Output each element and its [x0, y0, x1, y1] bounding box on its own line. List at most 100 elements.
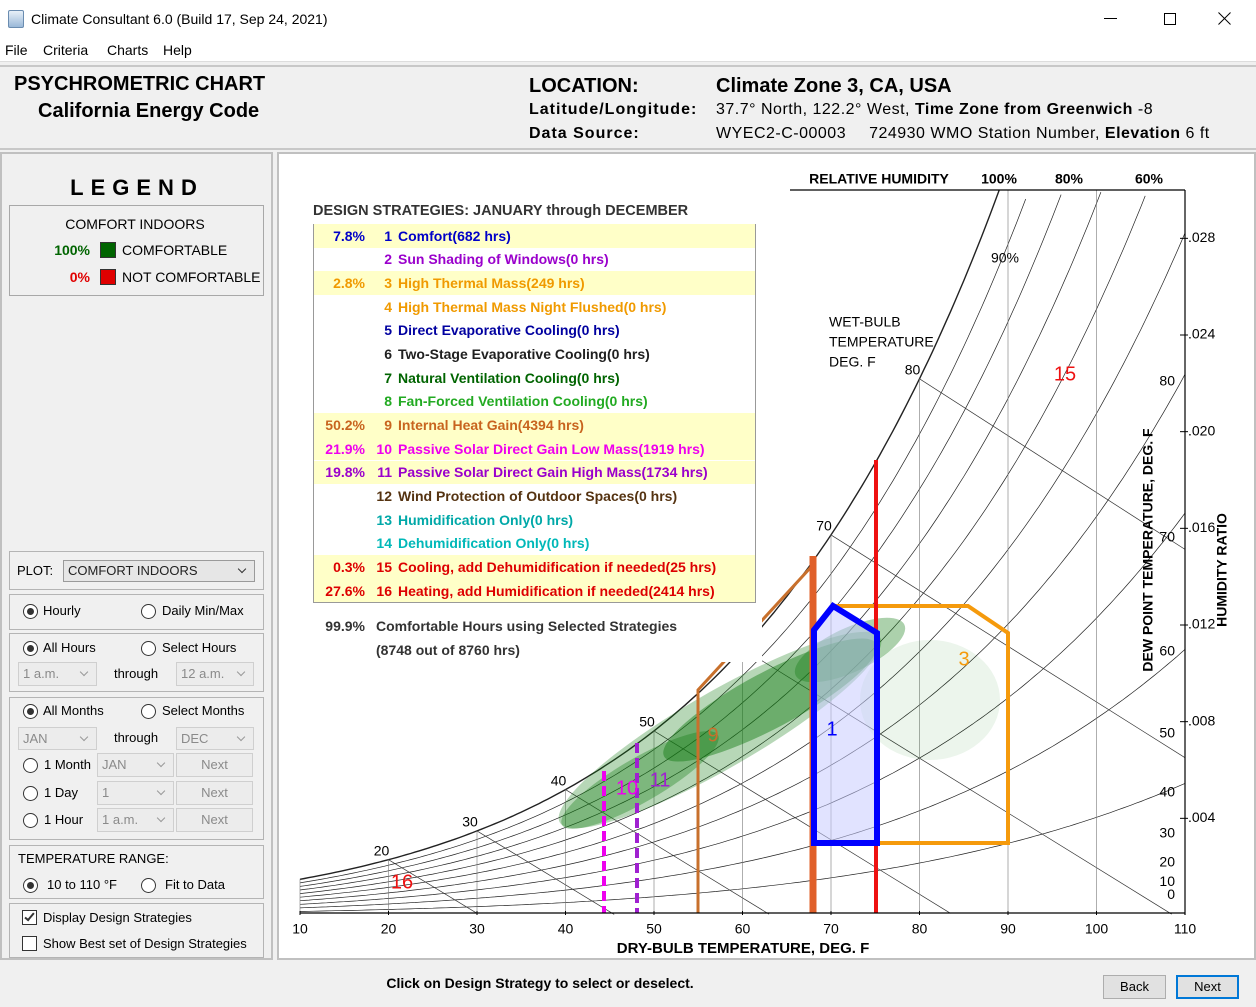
timezone-value: -8 [1137, 101, 1154, 118]
strategy-label[interactable]: Dehumidification Only(0 hrs) [398, 535, 590, 552]
strategy-row[interactable] [314, 224, 755, 248]
maximize-button[interactable] [1164, 13, 1176, 25]
radio-dot [27, 645, 34, 652]
dropdown[interactable] [97, 781, 174, 805]
radio-label[interactable]: Select Hours [162, 640, 237, 655]
radio-button[interactable] [141, 604, 156, 619]
latlon-label: Latitude/Longitude: [529, 101, 698, 118]
strategy-label[interactable]: Passive Solar Direct Gain High Mass(1734… [398, 464, 708, 481]
summary-hours: (8748 out of 8760 hrs) [376, 642, 520, 658]
menu-item[interactable]: Charts [107, 42, 149, 58]
strategy-row[interactable] [314, 578, 755, 603]
strategy-row[interactable] [314, 271, 755, 295]
latlon-value: 37.7° North, 122.2° West, Time Zone from… [716, 101, 1153, 119]
menu-item[interactable]: Help [163, 42, 192, 58]
strategy-row[interactable] [314, 460, 755, 485]
strategy-label[interactable]: Comfort(682 hrs) [398, 227, 511, 244]
strategy-number: 9 [384, 417, 392, 433]
elevation-value: 6 ft [1185, 125, 1210, 142]
strategy-label[interactable]: Two-Stage Evaporative Cooling(0 hrs) [398, 346, 650, 363]
dropdown[interactable] [97, 808, 174, 832]
zone-label: 1 [826, 718, 837, 740]
dew-point-label: 70 [1159, 529, 1175, 545]
radio-label[interactable]: 1 Hour [44, 812, 84, 827]
button[interactable] [176, 808, 253, 832]
strategy-row[interactable] [314, 436, 755, 461]
footer-hint: Click on Design Strategy to select or de… [386, 975, 694, 991]
strategy-number: 15 [376, 558, 392, 575]
strategy-number: 3 [384, 275, 392, 292]
strategy-label[interactable]: High Thermal Mass Night Flushed(0 hrs) [398, 298, 667, 315]
dropdown[interactable] [176, 662, 254, 686]
radio-label[interactable]: Fit to Data [165, 877, 225, 892]
checkbox[interactable] [22, 910, 37, 925]
radio-button[interactable] [23, 786, 38, 801]
button-label[interactable]: Next [201, 757, 228, 772]
legend-title: LEGEND [70, 175, 204, 200]
dropdown[interactable] [97, 753, 174, 777]
x-tick-label: 80 [912, 921, 928, 937]
button[interactable] [176, 781, 253, 805]
strategy-label[interactable]: High Thermal Mass(249 hrs) [398, 275, 585, 292]
button-label[interactable]: Next [201, 785, 228, 800]
strategy-label[interactable]: Passive Solar Direct Gain Low Mass(1919 … [398, 440, 705, 457]
y-tick-label: .008 [1188, 712, 1215, 728]
y-tick-label: .004 [1188, 809, 1215, 825]
strategy-label[interactable]: Wind Protection of Outdoor Spaces(0 hrs) [398, 487, 678, 504]
strategy-label[interactable]: Humidification Only(0 hrs) [398, 511, 574, 528]
radio-button[interactable] [23, 758, 38, 773]
legend-heading: COMFORT INDOORS [65, 216, 205, 232]
strategy-label[interactable]: Direct Evaporative Cooling(0 hrs) [398, 322, 620, 339]
dropdown[interactable] [18, 662, 97, 686]
button-label[interactable]: Next [1194, 979, 1221, 994]
strategy-percent: 27.6% [325, 582, 365, 599]
strategy-number: 12 [376, 487, 392, 504]
dropdown[interactable] [176, 727, 254, 750]
dropdown-value[interactable]: JAN [23, 730, 48, 746]
checkbox[interactable] [22, 936, 37, 951]
radio-button[interactable] [23, 813, 38, 828]
menu-item[interactable]: Criteria [43, 42, 89, 58]
minimize-button[interactable] [1104, 18, 1117, 19]
radio-button[interactable] [141, 704, 156, 719]
strategy-label[interactable]: Cooling, add Dehumidification if needed(… [398, 558, 717, 575]
button[interactable] [1176, 975, 1239, 999]
radio-button[interactable] [141, 878, 156, 893]
dropdown-value[interactable]: 12 a.m. [181, 666, 225, 681]
dropdown-value[interactable]: DEC [181, 730, 209, 746]
radio-label[interactable]: 1 Month [44, 757, 91, 772]
elevation-label: Elevation [1104, 125, 1181, 142]
strategy-number: 8 [384, 393, 392, 410]
checkbox-label[interactable]: Show Best set of Design Strategies [43, 936, 247, 951]
dropdown[interactable] [63, 560, 255, 582]
strategy-row[interactable] [314, 555, 755, 579]
strategy-row[interactable] [314, 413, 755, 437]
button[interactable] [176, 753, 253, 777]
dropdown-value[interactable]: 1 a.m. [102, 812, 139, 827]
strategy-number: 11 [377, 464, 392, 481]
button[interactable] [1103, 975, 1166, 999]
dropdown-value[interactable]: 1 a.m. [23, 666, 60, 681]
radio-label[interactable]: All Hours [43, 640, 96, 655]
button-label[interactable]: Next [201, 812, 228, 827]
strategy-label[interactable]: Fan-Forced Ventilation Cooling(0 hrs) [398, 393, 648, 410]
dropdown-value[interactable]: 1 [102, 785, 110, 800]
strategy-label[interactable]: Internal Heat Gain(4394 hrs) [398, 417, 584, 433]
radio-label[interactable]: Hourly [43, 603, 81, 618]
zone-label: 15 [1054, 363, 1076, 385]
radio-label[interactable]: All Months [43, 703, 104, 718]
radio-label[interactable]: Select Months [162, 703, 245, 718]
radio-button[interactable] [141, 641, 156, 656]
dropdown[interactable] [18, 727, 97, 750]
radio-label[interactable]: 1 Day [44, 785, 78, 800]
menu-item[interactable]: File [5, 42, 28, 58]
checkbox-label[interactable]: Display Design Strategies [43, 910, 192, 925]
dropdown-value[interactable]: COMFORT INDOORS [68, 563, 198, 578]
button-label[interactable]: Back [1120, 979, 1149, 994]
radio-label[interactable]: Daily Min/Max [162, 603, 244, 618]
dropdown-value[interactable]: JAN [102, 757, 127, 772]
strategy-label[interactable]: Sun Shading of Windows(0 hrs) [398, 251, 609, 268]
strategy-label[interactable]: Heating, add Humidification if needed(24… [398, 582, 715, 599]
strategy-label[interactable]: Natural Ventilation Cooling(0 hrs) [398, 369, 620, 386]
radio-label[interactable]: 10 to 110 °F [47, 877, 118, 892]
